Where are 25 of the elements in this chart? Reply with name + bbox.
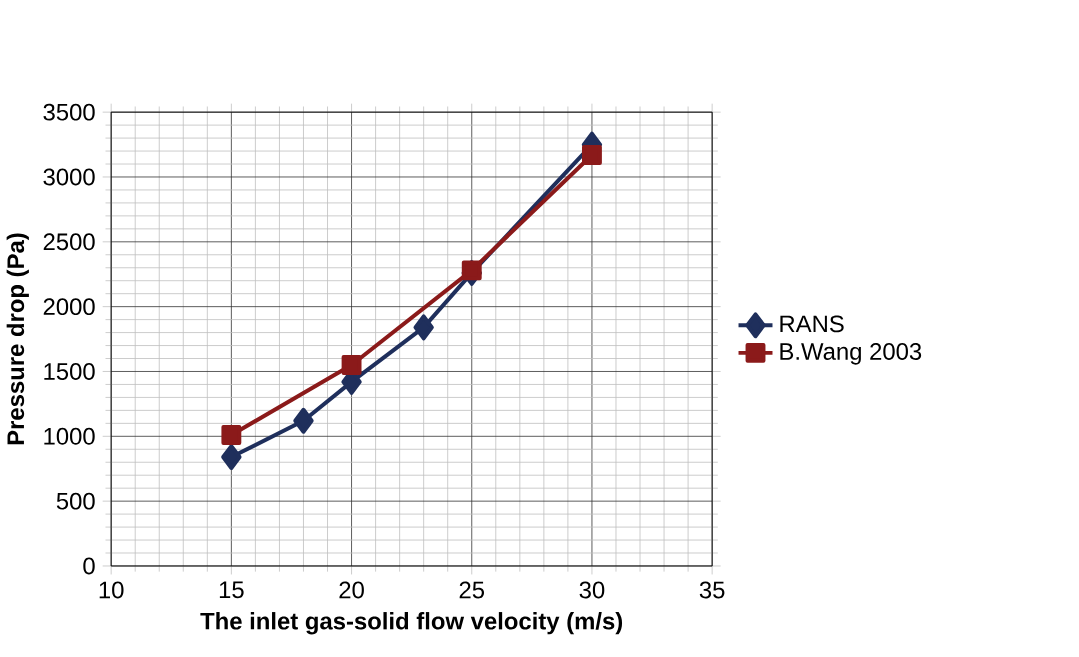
x-tick-label: 15 (219, 581, 244, 599)
x-tick-label: 30 (579, 581, 605, 599)
point (461, 260, 482, 281)
x-axis-title: The inlet gas-solid flow velocity (m/s) (200, 612, 623, 635)
legend-label: B.Wang 2003 (780, 343, 922, 365)
y-tick-label: 500 (56, 492, 95, 510)
y-axis-title: Pressure drop (Pa) (6, 233, 29, 445)
point (413, 314, 434, 341)
x-tick-label: 35 (699, 581, 725, 599)
y-tick-label: 1500 (44, 363, 95, 381)
x-tick-label: 20 (339, 581, 364, 599)
point (341, 355, 362, 376)
point (582, 145, 602, 166)
y-tick-label: 3000 (43, 168, 95, 186)
y-tick-label: 1000 (44, 428, 95, 445)
y-tick-label: 0 (83, 557, 95, 575)
y-tick-label: 3500 (43, 103, 95, 121)
x-tick-label: 25 (459, 581, 485, 599)
legend-label: RANS (780, 315, 844, 333)
point (221, 425, 242, 446)
x-tick-label: 10 (99, 581, 124, 599)
y-tick-label: 2500 (43, 233, 95, 251)
y-tick-label: 2000 (43, 298, 95, 316)
point (221, 444, 242, 471)
point (293, 408, 314, 434)
